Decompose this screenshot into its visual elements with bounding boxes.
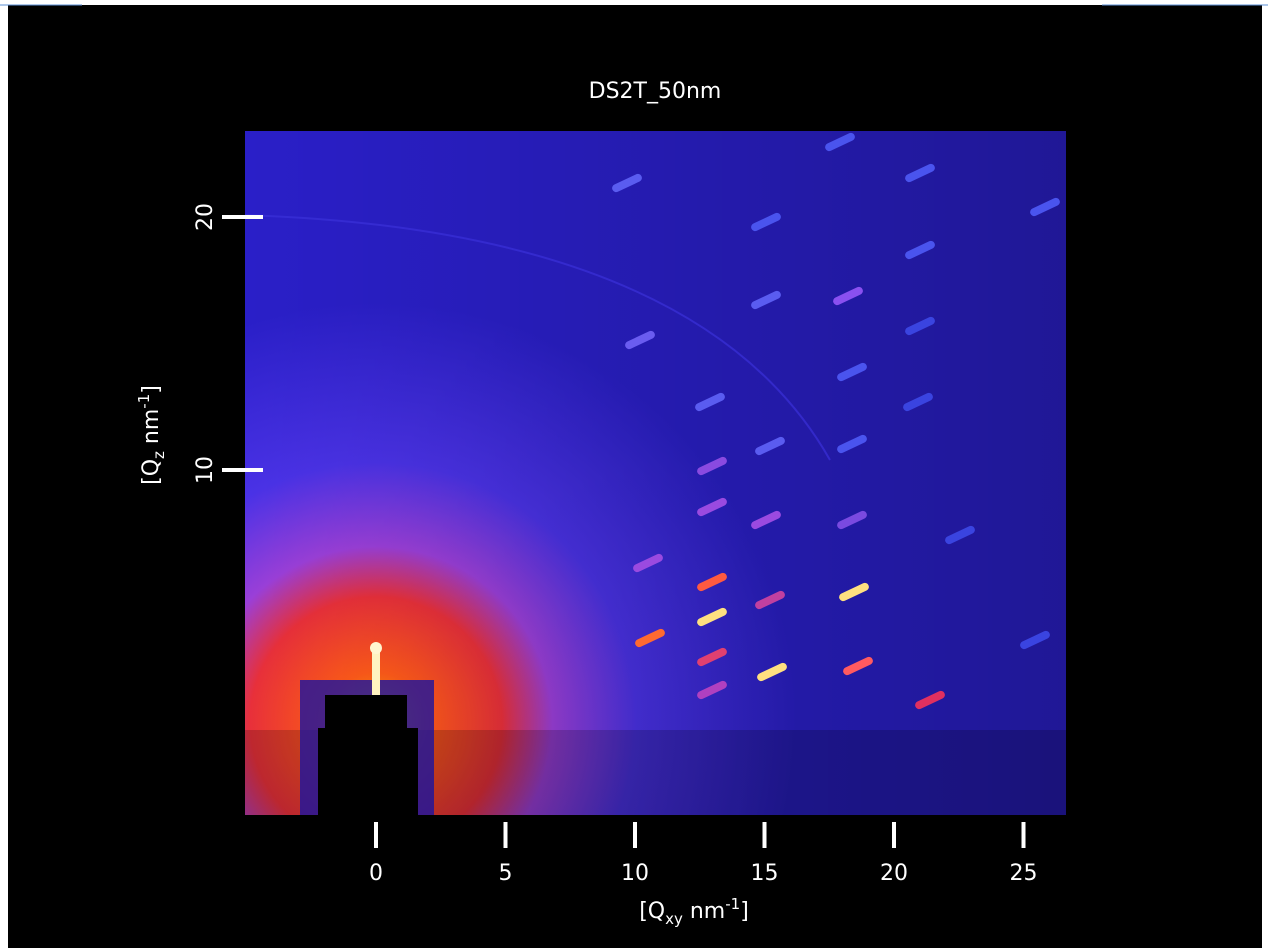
- beamstop: [318, 728, 418, 815]
- label-part: ]: [740, 899, 749, 924]
- x-tick-label: 10: [621, 861, 649, 886]
- label-part: ]: [139, 385, 164, 394]
- x-tick-label: 0: [369, 861, 383, 886]
- x-tick-label: 5: [499, 861, 513, 886]
- label-part: nm: [683, 899, 725, 924]
- x-tick-label: 25: [1010, 861, 1038, 886]
- y-tick-label: 10: [193, 456, 218, 484]
- label-part: -1: [725, 895, 740, 913]
- beamstop: [325, 695, 407, 730]
- y-tick-label: 20: [193, 203, 218, 231]
- label-part: z: [150, 451, 168, 459]
- direct-beam: [372, 650, 380, 695]
- label-part: [Q: [639, 899, 665, 924]
- x-tick-label: 20: [880, 861, 908, 886]
- figure: DS2T_50nm [Qxy nm-1] [Qz nm-1] 051015202…: [0, 0, 1268, 948]
- page: DS2T_50nm [Qxy nm-1] [Qz nm-1] 051015202…: [0, 0, 1268, 948]
- label-part: -1: [135, 394, 153, 409]
- label-part: xy: [665, 910, 683, 928]
- direct-beam: [370, 642, 382, 654]
- label-part: nm: [139, 409, 164, 451]
- detector-image: [245, 131, 1066, 815]
- label-part: [Q: [139, 459, 164, 485]
- title: DS2T_50nm: [589, 79, 722, 104]
- x-tick-label: 15: [751, 861, 779, 886]
